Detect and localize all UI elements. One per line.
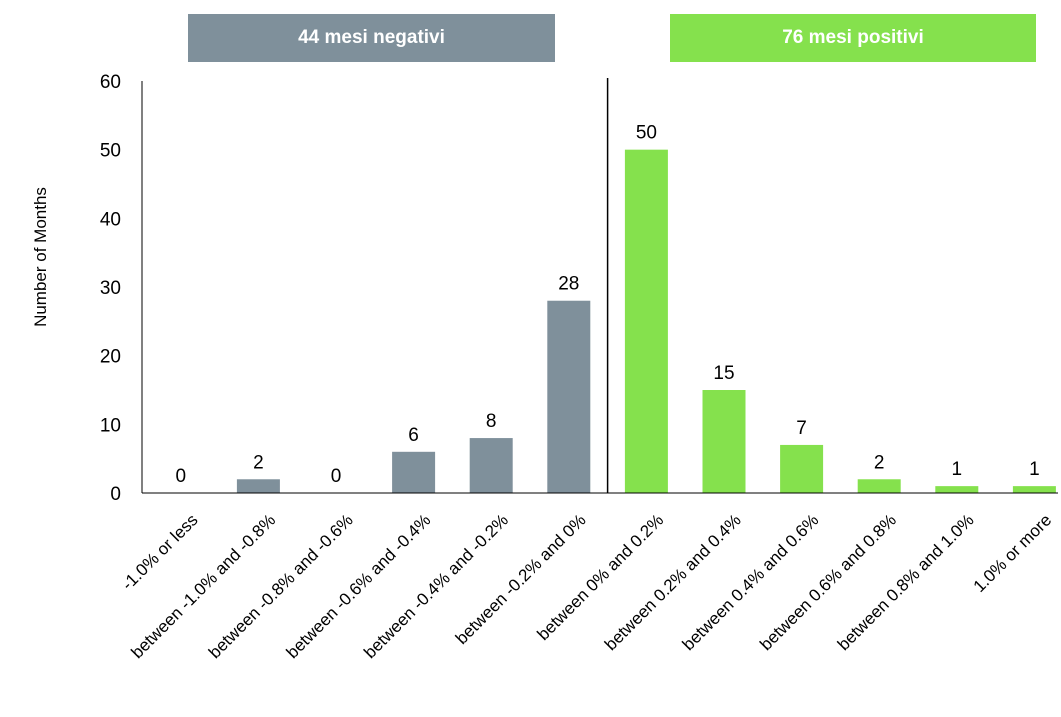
x-category-label: 1.0% or more <box>970 510 1056 596</box>
bar <box>236 479 280 493</box>
x-category-label: between -1.0% and -0.8% <box>127 510 279 662</box>
bar <box>624 149 668 493</box>
y-tick-label: 60 <box>100 72 121 93</box>
bar-value-label: 1 <box>952 459 963 480</box>
negative-months-banner: 44 mesi negativi <box>188 14 555 62</box>
x-category-label: between -0.2% and 0% <box>452 510 590 648</box>
value-labels-group: 0 2 0 6 8 28 50 15 7 2 1 1 <box>176 123 1040 487</box>
bar <box>547 300 591 493</box>
bar-value-label: 6 <box>408 425 419 446</box>
bars-group <box>236 149 1056 493</box>
positive-months-banner: 76 mesi positivi <box>670 14 1036 62</box>
bar <box>469 438 513 493</box>
x-category-label: between -0.8% and -0.6% <box>205 510 357 662</box>
y-tick-label: 40 <box>100 209 121 230</box>
y-axis-ticks: 0 10 20 30 40 50 60 <box>100 72 121 505</box>
positive-months-label: 76 mesi positivi <box>782 27 924 48</box>
y-tick-label: 20 <box>100 347 121 368</box>
y-tick-label: 30 <box>100 278 121 299</box>
bar-value-label: 15 <box>713 363 734 384</box>
bar <box>935 486 979 493</box>
x-category-label: between 0% and 0.2% <box>533 510 667 644</box>
x-category-label: -1.0% or less <box>118 510 202 594</box>
negative-months-label: 44 mesi negativi <box>298 27 445 48</box>
bar-value-label: 1 <box>1029 459 1040 480</box>
bar-value-label: 8 <box>486 411 497 432</box>
x-category-label: between 0.6% and 0.8% <box>756 510 900 654</box>
y-tick-label: 0 <box>110 484 121 505</box>
bar-value-label: 2 <box>874 452 885 473</box>
bar-value-label: 28 <box>558 274 579 295</box>
bar <box>702 390 746 493</box>
x-category-label: between -0.6% and -0.4% <box>283 510 435 662</box>
bar <box>392 451 436 493</box>
x-category-label: between 0.2% and 0.4% <box>601 510 745 654</box>
y-tick-label: 10 <box>100 415 121 436</box>
bar <box>1012 486 1056 493</box>
bar-value-label: 7 <box>796 418 807 439</box>
x-category-label: between -0.4% and -0.2% <box>360 510 512 662</box>
bar-value-label: 2 <box>253 452 264 473</box>
bar <box>780 444 824 493</box>
x-category-label: between 0.8% and 1.0% <box>834 510 978 654</box>
x-category-label: between 0.4% and 0.6% <box>679 510 823 654</box>
bar <box>857 479 901 493</box>
y-tick-label: 50 <box>100 141 121 162</box>
bar-value-label: 0 <box>176 466 187 487</box>
y-axis-title: Number of Months <box>31 187 50 327</box>
bar-value-label: 0 <box>331 466 342 487</box>
bar-value-label: 50 <box>636 123 657 144</box>
